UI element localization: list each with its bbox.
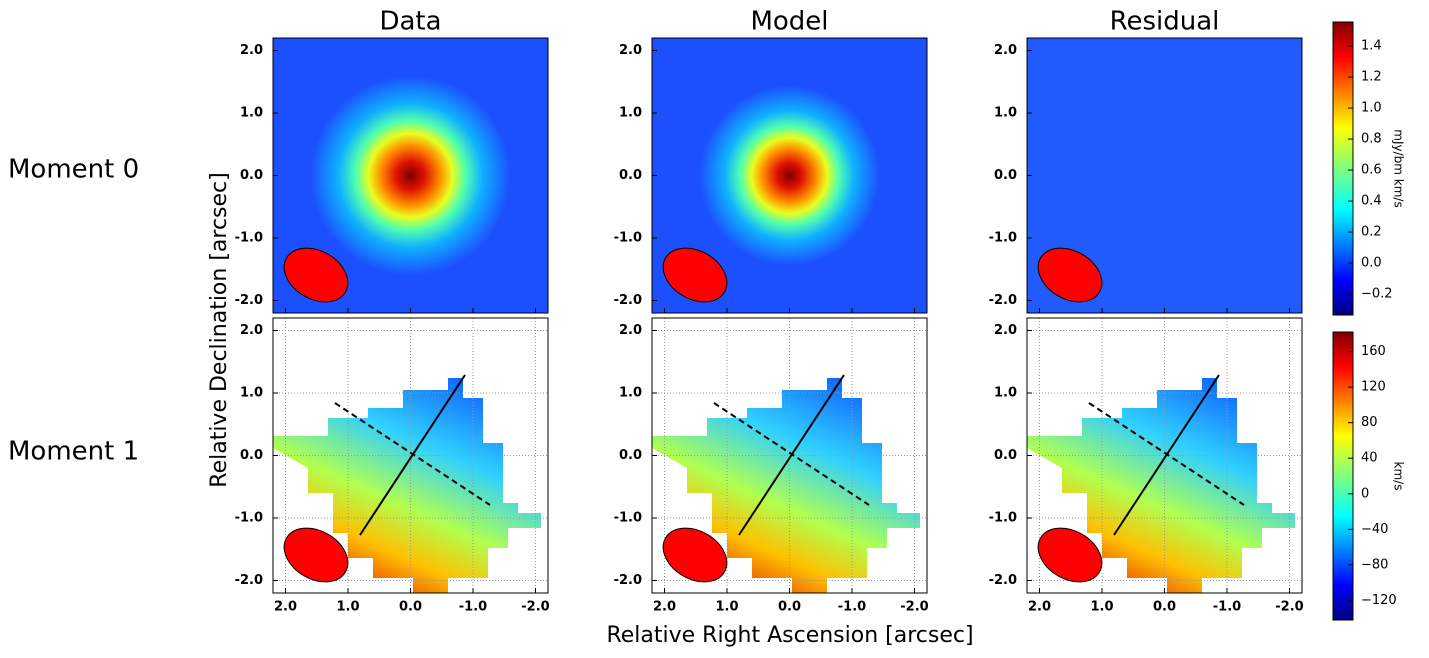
velocity-field: [1027, 378, 1295, 593]
emission-blob: [699, 85, 880, 266]
colorbar-tick-label: −40: [1361, 522, 1388, 537]
y-tick-label: 1.0: [240, 386, 263, 401]
y-tick-label: -1.0: [989, 231, 1017, 246]
column-title: Residual: [1110, 7, 1220, 37]
y-tick-label: 2.0: [240, 323, 263, 338]
column-title: Model: [750, 7, 828, 37]
y-tick-label: -2.0: [614, 293, 642, 308]
x-tick-label: -2.0: [521, 600, 549, 615]
panel: 2.0 1.0 0.0 -1.0 -2.0 2.0 1.0 0.0 -1.0 -2.0: [989, 317, 1304, 615]
x-axis-label: Relative Right Ascension [arcsec]: [606, 623, 973, 648]
panel-image: [652, 38, 927, 313]
panel: 2.0 1.0 0.0 -1.0 -2.0: [235, 37, 549, 314]
y-tick-label: 0.0: [994, 168, 1017, 183]
y-tick-label: 2.0: [994, 323, 1017, 338]
colorbar-tick-label: 160: [1361, 344, 1386, 359]
colorbar-tick-label: 1.0: [1361, 101, 1382, 116]
x-tick-label: 2.0: [274, 600, 297, 615]
x-tick-label: -1.0: [1213, 600, 1241, 615]
colorbar-tick-label: 1.2: [1361, 70, 1382, 85]
row-label: Moment 1: [8, 437, 139, 467]
y-tick-label: 0.0: [619, 448, 642, 463]
colorbar-label: mJy/bm km/s: [1392, 129, 1406, 207]
minor-axis: [1088, 402, 1245, 506]
y-tick-label: 1.0: [994, 106, 1017, 121]
colorbar-tick-label: 80: [1361, 415, 1378, 430]
x-tick-label: 0.0: [399, 600, 422, 615]
beam: [283, 247, 349, 303]
colorbar-tick-label: 0.6: [1361, 163, 1382, 178]
y-tick-label: -1.0: [235, 231, 263, 246]
y-tick-label: -1.0: [614, 231, 642, 246]
x-tick-label: 1.0: [1090, 600, 1113, 615]
y-tick-label: 1.0: [994, 386, 1017, 401]
y-tick-label: -1.0: [614, 511, 642, 526]
y-tick-label: 2.0: [240, 43, 263, 58]
x-tick-label: -2.0: [900, 600, 928, 615]
y-tick-label: 2.0: [619, 43, 642, 58]
beam: [1037, 247, 1103, 303]
x-tick-label: 2.0: [1028, 600, 1051, 615]
colorbar: [1332, 21, 1354, 316]
y-tick-label: -2.0: [989, 573, 1017, 588]
y-tick-label: 0.0: [994, 448, 1017, 463]
minor-axis: [334, 402, 491, 506]
y-tick-label: -1.0: [989, 511, 1017, 526]
velocity-field: [652, 378, 920, 593]
beam: [662, 527, 728, 583]
x-tick-label: 1.0: [715, 600, 738, 615]
y-tick-label: -1.0: [235, 511, 263, 526]
minor-axis: [713, 402, 870, 506]
y-tick-label: 0.0: [240, 448, 263, 463]
colorbar-tick-label: 0.2: [1361, 225, 1382, 240]
y-tick-label: 1.0: [240, 106, 263, 121]
panel: 2.0 1.0 0.0 -1.0 -2.0: [614, 37, 928, 314]
column-title: Data: [379, 7, 441, 37]
y-tick-label: -2.0: [235, 293, 263, 308]
x-tick-label: 2.0: [653, 600, 676, 615]
beam: [283, 527, 349, 583]
panel: 2.0 1.0 0.0 -1.0 -2.0 2.0 1.0 0.0 -1.0 -2.0: [614, 317, 929, 615]
velocity-field: [273, 378, 541, 593]
panel: 2.0 1.0 0.0 -1.0 -2.0: [989, 37, 1303, 314]
x-tick-label: 1.0: [336, 600, 359, 615]
colorbar-tick-label: 0.8: [1361, 132, 1382, 147]
x-tick-label: 0.0: [778, 600, 801, 615]
x-tick-label: -1.0: [838, 600, 866, 615]
colorbar-tick-label: 40: [1361, 451, 1378, 466]
y-tick-label: 1.0: [619, 106, 642, 121]
colorbar-tick-label: −0.2: [1361, 287, 1393, 302]
colorbar: [1332, 331, 1354, 621]
beam: [1037, 527, 1103, 583]
panel: 2.0 1.0 0.0 -1.0 -2.0 2.0 1.0 0.0 -1.0 -2.0: [235, 317, 550, 615]
y-tick-label: 0.0: [619, 168, 642, 183]
y-tick-label: -2.0: [235, 573, 263, 588]
colorbar-tick-label: −120: [1361, 593, 1397, 608]
beam: [662, 247, 728, 303]
y-tick-label: -2.0: [989, 293, 1017, 308]
colorbar-tick-label: 0: [1361, 486, 1369, 501]
row-label: Moment 0: [8, 155, 139, 185]
colorbar-tick-label: 0.4: [1361, 194, 1382, 209]
y-tick-label: -2.0: [614, 573, 642, 588]
x-tick-label: 0.0: [1153, 600, 1176, 615]
x-tick-label: -1.0: [459, 600, 487, 615]
colorbar-tick-label: 0.0: [1361, 256, 1382, 271]
emission-blob: [310, 75, 511, 276]
colorbar-tick-label: −80: [1361, 557, 1388, 572]
x-tick-label: -2.0: [1275, 600, 1303, 615]
colorbar-tick-label: 120: [1361, 380, 1386, 395]
y-tick-label: 1.0: [619, 386, 642, 401]
y-tick-label: 0.0: [240, 168, 263, 183]
colorbar-label: km/s: [1392, 462, 1406, 491]
y-tick-label: 2.0: [619, 323, 642, 338]
y-axis-label: Relative Declination [arcsec]: [207, 172, 232, 487]
y-tick-label: 2.0: [994, 43, 1017, 58]
colorbar-tick-label: 1.4: [1361, 39, 1382, 54]
